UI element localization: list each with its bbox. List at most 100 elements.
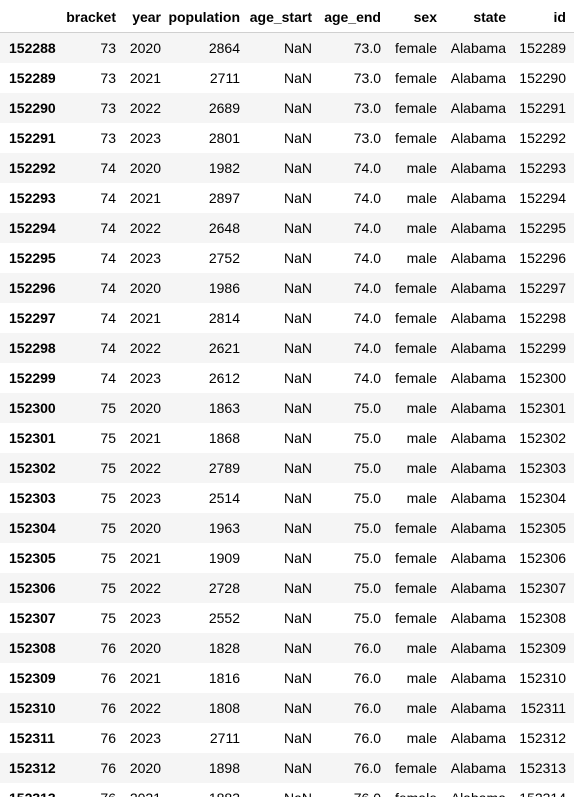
table-row: 152308 76 2020 1828 NaN 76.0 male Alabama 152309 — [0, 633, 574, 663]
column-header-population: population — [161, 1, 240, 33]
cell-state: Alabama — [450, 700, 506, 716]
cell-bracket: 75 — [100, 490, 116, 506]
cell-age-start: NaN — [283, 370, 312, 386]
cell-age-start: NaN — [283, 610, 312, 626]
row-index: 152307 — [9, 610, 56, 626]
row-index: 152291 — [9, 130, 56, 146]
cell-age-end: 75.0 — [353, 520, 381, 536]
cell-population: 2728 — [208, 580, 240, 596]
table-row: 152292 74 2020 1982 NaN 74.0 male Alabama 152293 — [0, 153, 574, 183]
table-row: 152301 75 2021 1868 NaN 75.0 male Alabama 152302 — [0, 423, 574, 453]
cell-id: 152298 — [519, 310, 566, 326]
table-row: 152307 75 2023 2552 NaN 75.0 female Alabama 1523… — [0, 603, 574, 633]
cell-bracket: 75 — [100, 520, 116, 536]
cell-population: 2648 — [208, 220, 240, 236]
cell-age-start: NaN — [283, 550, 312, 566]
cell-id: 152296 — [519, 250, 566, 266]
cell-population: 1909 — [208, 550, 240, 566]
index-header — [0, 1, 61, 33]
cell-sex: female — [381, 783, 437, 797]
cell-age-end: 75.0 — [353, 610, 381, 626]
table-row: 152290 73 2022 2689 NaN 73.0 female Alabama 1522… — [0, 93, 574, 123]
cell-bracket: 76 — [61, 783, 116, 797]
cell-id: 152295 — [519, 220, 566, 236]
table-row: 152293 74 2021 2897 NaN 74.0 male Alabama 152294 — [0, 183, 574, 213]
row-index: 152305 — [9, 550, 56, 566]
cell-year: 2023 — [129, 730, 161, 746]
cell-age-start: NaN — [283, 340, 312, 356]
cell-bracket: 74 — [100, 190, 116, 206]
cell-year: 2020 — [129, 520, 161, 536]
cell-year: 2023 — [129, 370, 161, 386]
cell-age-end: 75.0 — [353, 550, 381, 566]
cell-age-start: NaN — [283, 220, 312, 236]
cell-population: 2752 — [208, 250, 240, 266]
cell-year: 2022 — [129, 100, 161, 116]
table-row: 152310 76 2022 1808 NaN 76.0 male Alabama 152311 — [0, 693, 574, 723]
cell-sex: male — [406, 250, 437, 266]
cell-sex: female — [394, 520, 437, 536]
cell-id: 152292 — [519, 130, 566, 146]
cell-year: 2022 — [129, 460, 161, 476]
row-index: 152294 — [9, 220, 56, 236]
cell-id: 152289 — [519, 40, 566, 56]
cell-year: 2021 — [116, 783, 161, 797]
cell-age-start: NaN — [283, 640, 312, 656]
table-row: 152291 73 2023 2801 NaN 73.0 female Alabama 1522… — [0, 123, 574, 153]
cell-year: 2021 — [129, 550, 161, 566]
cell-state: Alabama — [450, 760, 506, 776]
cell-sex: male — [406, 490, 437, 506]
cell-bracket: 75 — [100, 610, 116, 626]
cell-sex: male — [406, 670, 437, 686]
cell-population: 2689 — [208, 100, 240, 116]
cell-bracket: 74 — [100, 280, 116, 296]
cell-state: Alabama — [450, 460, 506, 476]
cell-age-end: 74.0 — [353, 340, 381, 356]
column-header-state: state — [437, 1, 506, 33]
cell-state: Alabama — [450, 430, 506, 446]
cell-bracket: 76 — [100, 760, 116, 776]
cell-year: 2021 — [129, 190, 161, 206]
table-body: 152288 73 2020 2864 NaN 73.0 female Alabama 1522… — [0, 32, 574, 797]
cell-year: 2023 — [129, 610, 161, 626]
cell-bracket: 76 — [100, 730, 116, 746]
cell-age-start: NaN — [283, 280, 312, 296]
cell-population: 2864 — [208, 40, 240, 56]
table-row: 152296 74 2020 1986 NaN 74.0 female Alabama 1522… — [0, 273, 574, 303]
row-index: 152304 — [9, 520, 56, 536]
column-header-age-start: age_start — [240, 1, 312, 33]
cell-sex: male — [406, 460, 437, 476]
cell-age-end: 76.0 — [353, 730, 381, 746]
cell-bracket: 75 — [100, 400, 116, 416]
row-index: 152308 — [9, 640, 56, 656]
cell-id: 152291 — [519, 100, 566, 116]
cell-id: 152312 — [519, 730, 566, 746]
cell-sex: male — [406, 640, 437, 656]
cell-age-end: 75.0 — [353, 460, 381, 476]
cell-id: 152313 — [519, 760, 566, 776]
cell-sex: female — [394, 70, 437, 86]
row-index: 152301 — [9, 430, 56, 446]
cell-bracket: 75 — [100, 460, 116, 476]
cell-sex: female — [394, 370, 437, 386]
cell-state: Alabama — [450, 220, 506, 236]
cell-age-start: NaN — [283, 760, 312, 776]
cell-age-start: NaN — [283, 460, 312, 476]
cell-population: 1883 — [161, 783, 240, 797]
cell-sex: female — [394, 280, 437, 296]
cell-year: 2020 — [129, 400, 161, 416]
cell-id: 152306 — [519, 550, 566, 566]
cell-population: 1863 — [208, 400, 240, 416]
table-row: 152300 75 2020 1863 NaN 75.0 male Alabama 152301 — [0, 393, 574, 423]
cell-age-end: 73.0 — [353, 70, 381, 86]
cell-year: 2021 — [129, 310, 161, 326]
cell-state: Alabama — [450, 400, 506, 416]
cell-year: 2021 — [129, 70, 161, 86]
cell-age-end: 75.0 — [353, 430, 381, 446]
column-header-year: year — [116, 1, 161, 33]
cell-age-start: NaN — [283, 100, 312, 116]
cell-id: 152297 — [519, 280, 566, 296]
cell-sex: female — [394, 40, 437, 56]
cell-age-start: NaN — [283, 430, 312, 446]
